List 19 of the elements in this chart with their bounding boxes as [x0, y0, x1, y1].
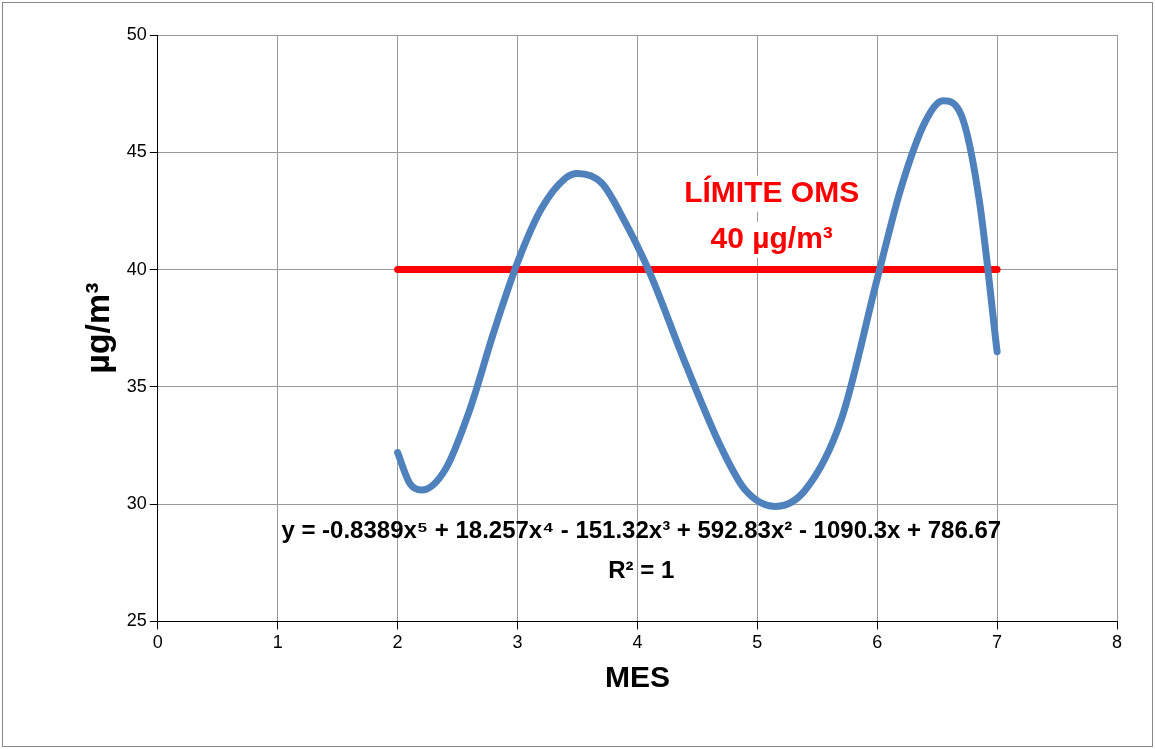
- y-axis-title: µg/m³: [77, 282, 116, 374]
- y-tick-label: 25: [126, 610, 147, 631]
- x-tick-label: 5: [752, 632, 763, 653]
- x-tick-label: 1: [272, 632, 283, 653]
- x-tick-label: 2: [392, 632, 403, 653]
- x-tick-label: 6: [872, 632, 883, 653]
- y-tick-label: 30: [126, 493, 147, 514]
- annotation: LÍMITE OMS 40 µg/m³: [684, 175, 860, 255]
- y-tick-label: 40: [126, 258, 147, 279]
- annotation: y = -0.8389x⁵ + 18.257x⁴ - 151.32x³ + 592.83x² - 1090.3x + 786.67 R² = 1: [281, 515, 1002, 583]
- x-tick-label: 3: [512, 632, 523, 653]
- x-tick-label: 7: [992, 632, 1003, 653]
- y-tick-label: 50: [126, 23, 147, 44]
- x-axis-title: MES: [604, 660, 670, 694]
- y-tick-label: 35: [126, 375, 147, 396]
- x-tick-label: 4: [632, 632, 643, 653]
- x-tick-label: 8: [1111, 632, 1123, 653]
- y-tick-label: 45: [126, 141, 147, 162]
- x-tick-label: 0: [152, 632, 163, 653]
